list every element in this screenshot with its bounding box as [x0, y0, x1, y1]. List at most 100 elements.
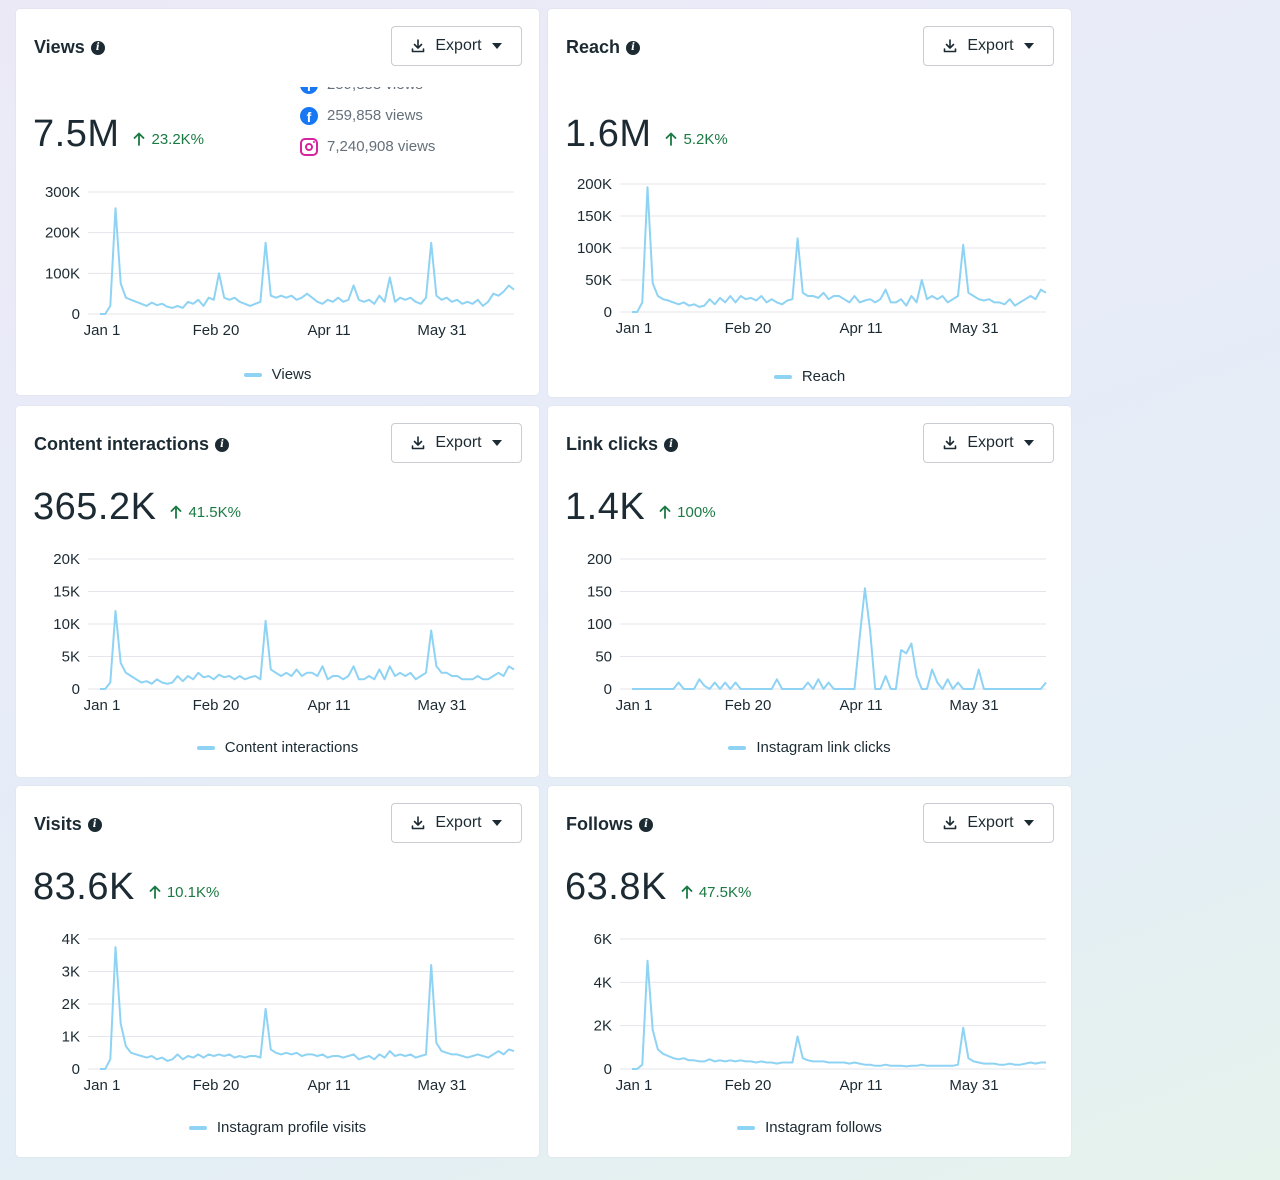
instagram-icon [300, 137, 318, 156]
info-icon[interactable]: i [639, 817, 653, 832]
card-title: Reach i [566, 37, 641, 58]
metric-total: 365.2K [33, 486, 157, 528]
platform-views: 259,858 views [327, 87, 423, 93]
series-line [100, 207, 515, 315]
metric-total: 1.6M [565, 113, 652, 155]
x-tick-label: Feb 20 [725, 697, 772, 714]
arrow-up-icon [149, 885, 161, 899]
legend-swatch [188, 1125, 207, 1130]
card-title: Follows i [566, 814, 653, 835]
metric-value: 7.5M 23.2K% [33, 113, 204, 156]
series-line [632, 587, 1047, 690]
info-icon[interactable]: i [664, 437, 679, 452]
y-tick-label: 0 [72, 1061, 80, 1078]
metric-total: 83.6K [33, 866, 135, 908]
x-tick-label: Jan 1 [84, 322, 121, 339]
card-title: Views i [34, 37, 105, 58]
x-tick-label: Jan 1 [84, 697, 121, 714]
legend-label: Content interactions [224, 739, 359, 756]
caret-down-icon [491, 820, 502, 826]
x-tick-label: Apr 11 [307, 322, 350, 339]
x-tick-label: Jan 1 [616, 320, 653, 337]
metric-delta: 47.5K% [681, 884, 751, 901]
metric-value: 365.2K 41.5K% [33, 486, 241, 529]
chart-legend: Instagram follows [548, 1119, 1071, 1136]
export-label: Export [967, 434, 1014, 451]
metric-delta-text: 100% [677, 503, 716, 521]
x-tick-label: Feb 20 [193, 697, 240, 714]
platform-row: 7,240,908 views [300, 131, 435, 162]
arrow-up-icon [134, 132, 145, 146]
y-tick-label: 3K [62, 964, 80, 981]
legend-label: Views [271, 366, 312, 383]
facebook-icon: f [300, 87, 318, 94]
platform-views: 7,240,908 views [327, 138, 436, 155]
platform-views: 259,858 views [327, 107, 423, 124]
export-button[interactable]: Export [391, 803, 522, 843]
platform-row: f 259,858 views [300, 100, 435, 131]
y-tick-label: 50K [585, 272, 612, 289]
export-label: Export [435, 434, 482, 451]
card-title: Content interactions i [34, 434, 230, 455]
y-tick-label: 0 [72, 681, 80, 698]
arrow-up-icon [171, 505, 182, 519]
x-tick-label: May 31 [417, 322, 466, 339]
series-line [100, 610, 515, 690]
x-tick-label: Apr 11 [307, 1077, 350, 1094]
y-tick-label: 50 [595, 649, 612, 666]
download-icon [944, 436, 957, 450]
legend-label: Instagram profile visits [216, 1119, 367, 1136]
x-tick-label: Jan 1 [616, 697, 653, 714]
export-button[interactable]: Export [923, 803, 1054, 843]
export-button[interactable]: Export [923, 423, 1054, 463]
metric-delta-text: 23.2K% [151, 130, 205, 148]
y-tick-label: 4K [594, 974, 612, 991]
legend-swatch [243, 372, 262, 377]
insight-card-link-clicks: Link clicks i Export 1.4K 100% 200 150 100 50 0 Ja… [548, 406, 1071, 777]
x-tick-label: Feb 20 [193, 1077, 240, 1094]
x-tick-label: Feb 20 [725, 1077, 772, 1094]
y-tick-label: 2K [594, 1018, 612, 1035]
download-icon [944, 816, 957, 830]
y-tick-label: 0 [72, 306, 80, 323]
x-tick-label: May 31 [949, 1077, 998, 1094]
info-icon[interactable]: i [87, 817, 102, 832]
info-icon[interactable]: i [626, 40, 641, 55]
y-tick-label: 5K [62, 649, 80, 666]
y-tick-label: 0 [604, 681, 612, 698]
card-title-text: Reach [566, 37, 621, 57]
y-tick-label: 4K [62, 934, 80, 948]
card-title: Link clicks i [566, 434, 679, 455]
legend-label: Reach [801, 368, 846, 385]
insight-card-content-interactions: Content interactions i Export 365.2K 41.5K% 2… [16, 406, 539, 777]
insight-card-reach: Reach i Export 1.6M 5.2K% 200K 150K 100K 50K 0 Jan… [548, 9, 1071, 397]
x-tick-label: Apr 11 [839, 697, 882, 714]
y-tick-label: 200K [577, 179, 612, 193]
caret-down-icon [1023, 43, 1034, 49]
platform-breakdown: f 259,858 views f 259,858 views 7,240,908 vi… [300, 87, 435, 171]
y-tick-label: 20K [53, 554, 80, 568]
y-tick-label: 15K [53, 584, 80, 601]
legend-label: Instagram link clicks [756, 739, 891, 756]
legend-swatch [773, 374, 792, 379]
metric-value: 63.8K 47.5K% [565, 866, 751, 909]
facebook-icon: f [300, 106, 318, 125]
export-button[interactable]: Export [391, 26, 522, 66]
card-title-text: Views [34, 37, 85, 57]
chart-legend: Instagram link clicks [548, 739, 1071, 756]
export-label: Export [435, 814, 482, 831]
y-tick-label: 0 [604, 304, 612, 321]
download-icon [412, 436, 425, 450]
series-line [632, 186, 1047, 313]
export-button[interactable]: Export [923, 26, 1054, 66]
caret-down-icon [1023, 820, 1034, 826]
x-tick-label: Apr 11 [839, 1077, 882, 1094]
export-button[interactable]: Export [391, 423, 522, 463]
info-icon[interactable]: i [215, 437, 230, 452]
metric-delta: 100% [659, 503, 716, 521]
info-icon[interactable]: i [90, 40, 105, 55]
y-tick-label: 1K [62, 1029, 80, 1046]
